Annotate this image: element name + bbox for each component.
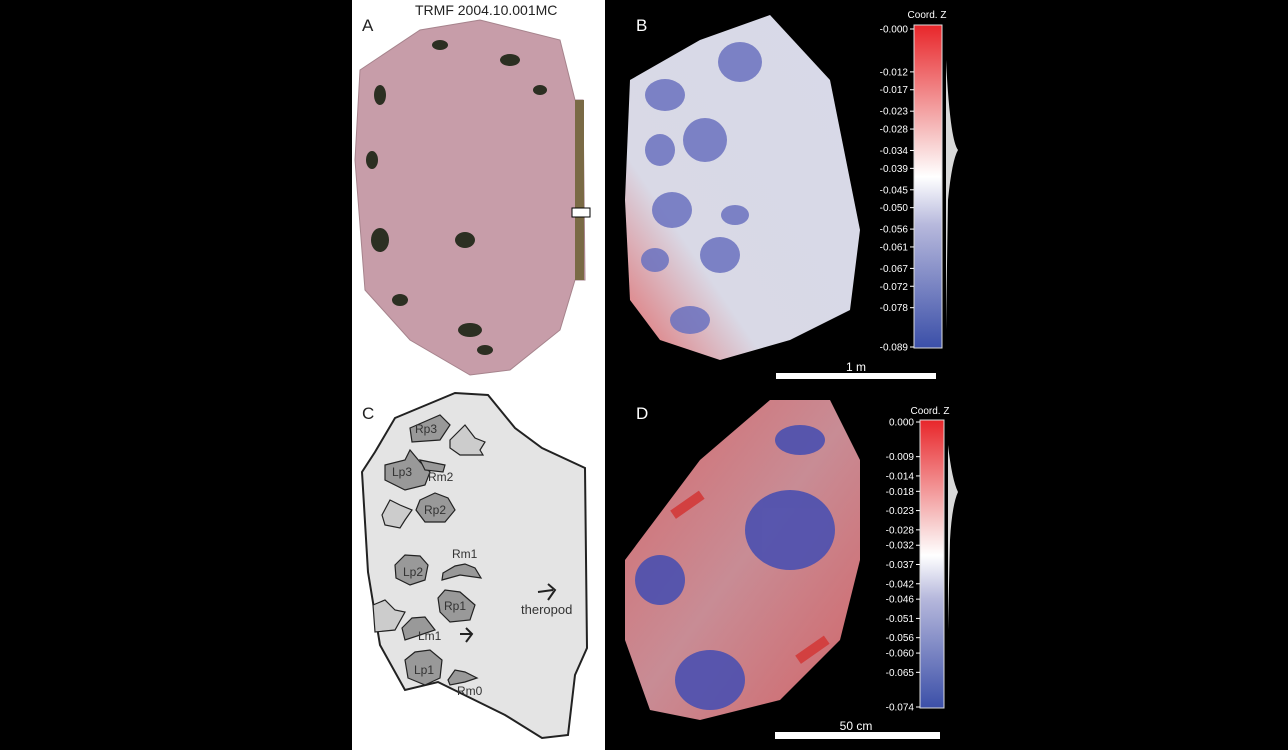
colorbar-tick-label: -0.032 [886,541,915,552]
colorbar-tick-label: -0.009 [886,452,915,463]
scale-bar-d [775,732,940,739]
colorbar-tick-label: -0.017 [880,85,909,96]
colorbar-tick-label: -0.028 [880,125,909,136]
colorbar-gradient-d [919,419,945,709]
colorbar-tick-label: -0.028 [886,525,915,536]
colorbar-tick-label: -0.089 [880,343,909,354]
colorbar-tick-label: -0.051 [886,614,915,625]
colorbar-title-b: Coord. Z [908,10,947,21]
colorbar-tick-label: -0.039 [880,164,909,175]
footprint-label-lp3: Lp3 [392,465,412,479]
footprint-label-rp3: Rp3 [415,422,437,436]
colorbar-tick-label: -0.067 [880,264,909,275]
colorbar-tick-label: -0.065 [886,668,915,679]
colorbar-tick-label: -0.060 [886,649,915,660]
colorbar-tick-label: -0.056 [880,225,909,236]
depth-map-b [625,15,860,360]
scale-bar-b [776,373,936,379]
footprint-label-rm1: Rm1 [452,547,478,561]
scale-label-b: 1 m [846,360,866,374]
colorbar-tick-label: -0.023 [886,506,915,517]
histogram-d [948,445,958,630]
histogram-b [946,60,958,330]
footprint-label-rp2: Rp2 [424,503,446,517]
interpretive-drawing-c: Rp3 Lp3 Rm2 Rp2 Rm1 Lp2 Rp1 Lm1 Lp1 Rm0 … [360,391,589,740]
colorbar-tick-label: -0.018 [886,487,915,498]
colorbar-tick-label: -0.037 [886,560,915,571]
colorbar-d: Coord. Z 0.000 -0.009 -0.014 -0.018 -0.023 -0… [886,406,958,714]
footprint-label-lm1: Lm1 [418,629,442,643]
colorbar-tick-label: -0.012 [880,67,909,78]
colorbar-tick-label: -0.046 [886,595,915,606]
trackmaker-label: theropod [521,602,572,617]
scale-label-d: 50 cm [840,719,873,733]
colorbar-b: Coord. Z -0.000 -0.012 -0.017 -0.023 -0.028 -… [880,10,958,354]
colorbar-tick-label: -0.023 [880,107,909,118]
colorbar-tick-label: -0.061 [880,242,909,253]
colorbar-tick-label: -0.056 [886,633,915,644]
colorbar-tick-label: -0.034 [880,146,909,157]
footprint-label-rp1: Rp1 [444,599,466,613]
colorbar-tick-label: -0.045 [880,185,909,196]
colorbar-gradient-b [913,24,943,349]
direction-arrow-icon [460,627,474,643]
panel-label-c: C [362,404,375,423]
footprint-label-rm2: Rm2 [428,470,454,484]
photo-slab-a [354,19,591,376]
direction-arrow-icon [537,583,557,601]
colorbar-tick-label: -0.050 [880,203,909,214]
depth-map-d [625,400,860,720]
colorbar-tick-label: -0.000 [880,25,909,36]
colorbar-tick-label: -0.072 [880,282,909,293]
colorbar-tick-label: -0.014 [886,471,915,482]
footprint-label-lp2: Lp2 [403,565,423,579]
panel-label-d: D [636,404,649,423]
specimen-title: TRMF 2004.10.001MC [415,2,558,18]
colorbar-tick-label: -0.078 [880,303,909,314]
colorbar-title-d: Coord. Z [911,406,950,417]
colorbar-tick-label: -0.074 [886,703,915,714]
colorbar-tick-label: -0.042 [886,579,915,590]
footprint-label-lp1: Lp1 [414,663,434,677]
panel-label-b: B [636,16,648,35]
footprint-label-rm0: Rm0 [457,684,483,698]
colorbar-tick-label: 0.000 [889,418,914,429]
panel-label-a: A [362,16,374,35]
